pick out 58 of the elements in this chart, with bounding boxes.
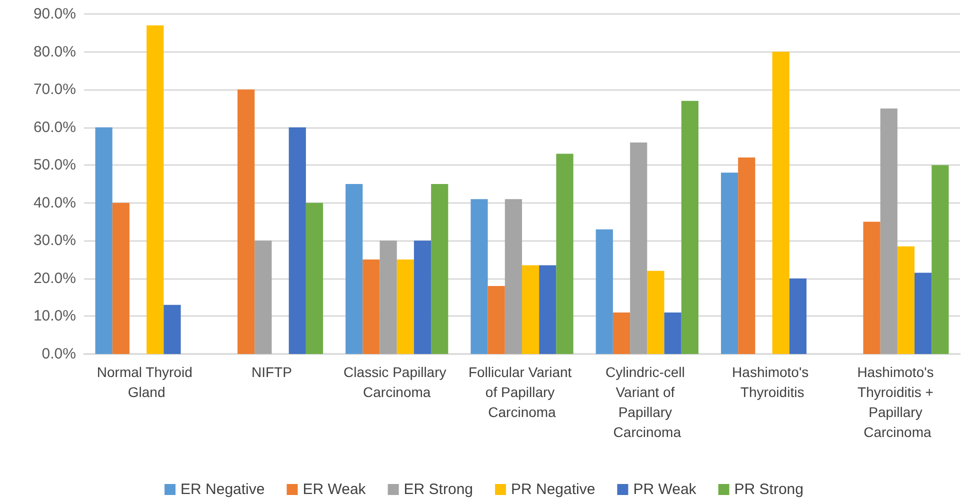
bar: [681, 100, 698, 354]
bar: [897, 246, 915, 354]
x-tick-label: Normal Thyroid Gland: [96, 364, 196, 400]
legend-label: PR Negative: [511, 481, 596, 498]
y-tick-label: 80.0%: [33, 43, 76, 60]
bar: [504, 199, 522, 354]
bar: [112, 202, 130, 354]
bar: [539, 265, 556, 354]
bar: [789, 278, 806, 354]
bar: [470, 199, 488, 354]
legend-label: ER Negative: [180, 481, 265, 498]
bar: [880, 108, 898, 354]
bar: [738, 158, 756, 354]
bar: [431, 184, 448, 354]
bar: [288, 127, 306, 354]
x-tick-label: NIFTP: [251, 364, 292, 380]
x-tick-label: Cylindric-cell Variant of Papillary Carcinoma: [606, 364, 689, 440]
bar: [914, 272, 932, 354]
bar: [362, 260, 380, 354]
bar: [720, 172, 738, 354]
bar: [306, 202, 324, 354]
y-tick-label: 40.0%: [33, 194, 76, 212]
bar: [238, 90, 255, 354]
bar: [488, 286, 505, 354]
bar: [596, 229, 613, 354]
y-tick-label: 70.0%: [33, 81, 76, 98]
y-tick-label: 10.0%: [33, 308, 76, 325]
bar: [863, 222, 880, 354]
x-tick-label: Hashimoto's Thyroiditis + Papillary Carcinoma: [857, 364, 938, 440]
legend-label: PR Strong: [734, 481, 804, 498]
bar: [522, 265, 540, 354]
bar: [254, 240, 272, 354]
bar: [630, 142, 648, 354]
y-tick-label: 30.0%: [33, 232, 76, 250]
bar: [146, 25, 164, 354]
legend-label: ER Strong: [404, 481, 474, 498]
bar: [612, 312, 630, 354]
legend-label: ER Weak: [302, 481, 366, 498]
bar: [396, 260, 414, 354]
bar: [164, 304, 181, 354]
bar: [664, 312, 682, 354]
x-tick-label: Hashimoto's Thyroiditis: [732, 364, 813, 400]
y-tick-label: 20.0%: [33, 270, 76, 287]
x-tick-label: Classic Papillary Carcinoma: [344, 364, 450, 400]
x-tick-label: Follicular Variant of Papillary Carcinoma: [468, 364, 576, 420]
bar: [647, 270, 664, 354]
y-tick-label: 0.0%: [42, 346, 76, 362]
y-tick-label: 50.0%: [33, 156, 76, 174]
y-tick-label: 90.0%: [33, 6, 76, 22]
bar: [95, 127, 112, 354]
bar: [772, 52, 790, 354]
bar: [932, 165, 949, 354]
bar: [556, 154, 574, 354]
bar: [414, 240, 432, 354]
y-tick-label: 60.0%: [33, 118, 76, 136]
bar: [346, 184, 363, 354]
bar: [380, 240, 397, 354]
legend-label: PR Weak: [633, 481, 697, 498]
